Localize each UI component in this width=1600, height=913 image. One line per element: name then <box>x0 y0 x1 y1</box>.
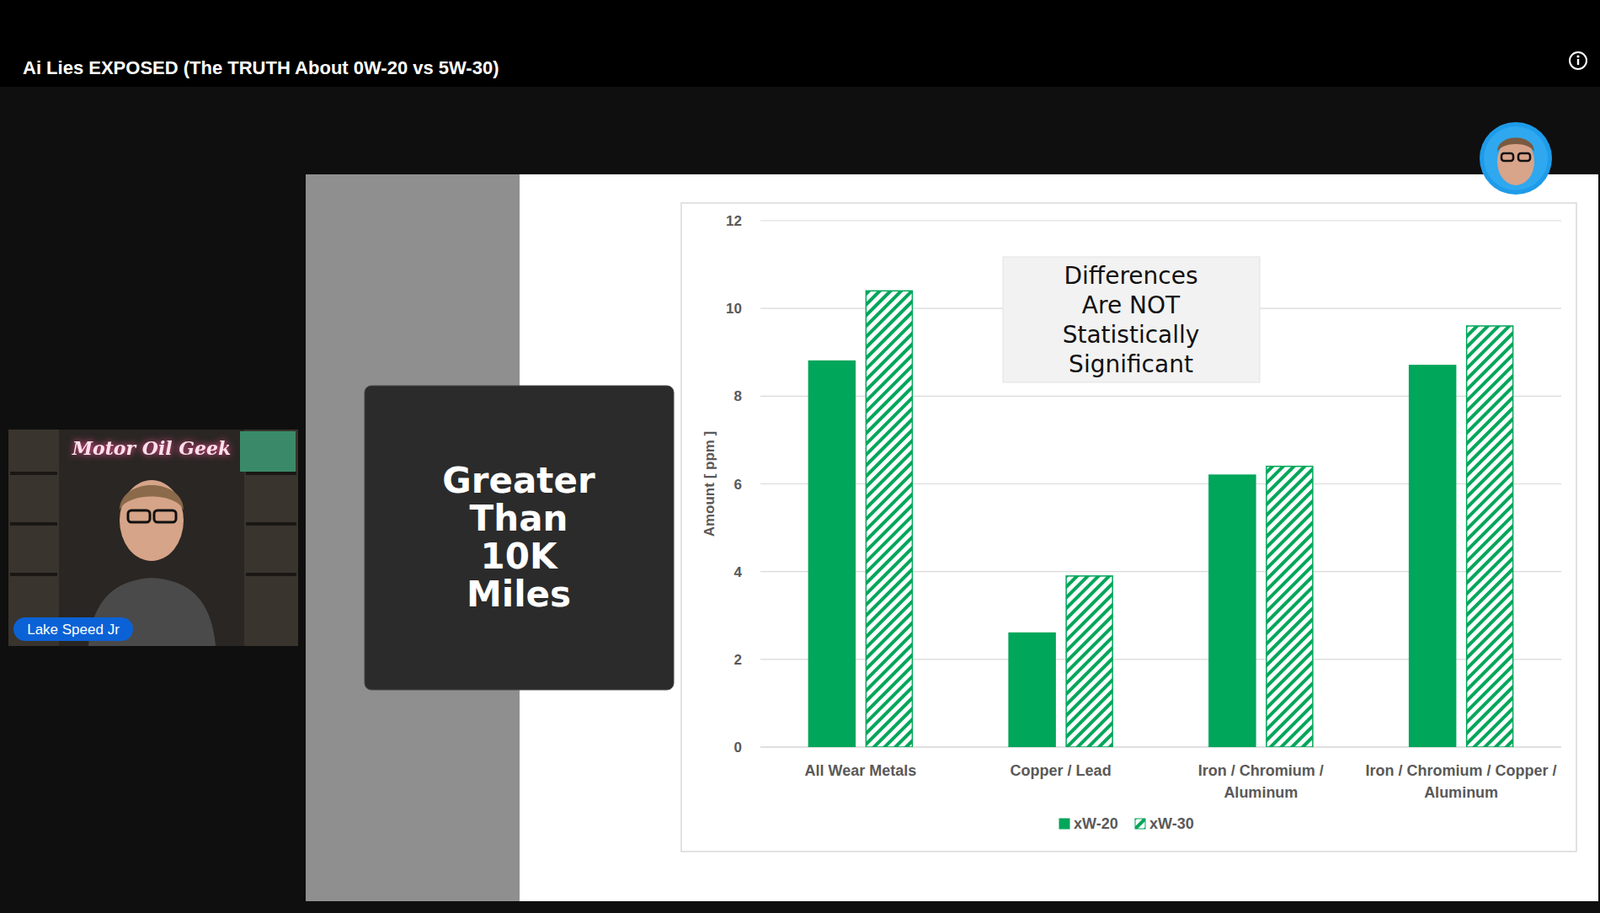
page-root: Ai Lies EXPOSED (The TRUTH About 0W-20 v… <box>0 0 1600 913</box>
person-head <box>119 480 184 561</box>
avatar-face <box>1497 138 1535 186</box>
x-tick-line: Aluminum <box>1223 784 1298 801</box>
avatar-bg <box>1483 126 1548 191</box>
legend-label: xW-30 <box>1149 815 1195 832</box>
slide-caption: GreaterThan10KMiles <box>442 459 596 615</box>
x-tick-line: Iron / Chromium / Copper / <box>1365 762 1558 779</box>
y-tick-label: 8 <box>734 388 742 405</box>
poster <box>240 431 296 472</box>
webcam-bg <box>8 429 299 646</box>
annotation-box <box>1002 256 1260 383</box>
glasses <box>128 510 150 523</box>
legend-label: xW-20 <box>1073 815 1119 832</box>
annotation: DifferencesAre NOTStatisticallySignifica… <box>1062 261 1200 379</box>
y-tick-label: 2 <box>734 651 742 668</box>
x-tick-label: Copper / Lead <box>1010 762 1112 779</box>
video-title: Ai Lies EXPOSED (The TRUTH About 0W-20 v… <box>22 57 500 79</box>
x-tick-label: Iron / Chromium / Copper / Aluminum <box>1365 762 1558 801</box>
annotation-line: Statistically <box>1062 320 1200 349</box>
slide-body <box>519 174 1599 902</box>
bars <box>808 290 1513 747</box>
legend: xW-20 xW-30 <box>1059 815 1195 832</box>
webcam: Motor Oil Geek Lake Speed Jr <box>8 429 299 646</box>
avatar-glasses <box>1501 153 1514 161</box>
glasses <box>154 510 176 523</box>
x-tick-label: Iron / Chromium / Aluminum <box>1198 762 1324 801</box>
caption-line: 10K <box>480 535 559 577</box>
x-tick-line: Copper / Lead <box>1010 762 1112 779</box>
bar <box>808 361 855 747</box>
top-bar <box>0 0 1600 87</box>
legend-swatch <box>1135 818 1146 829</box>
avatar-ring <box>1479 122 1552 195</box>
annotation-line: Differences <box>1064 261 1199 290</box>
caption-line: Greater <box>442 459 596 502</box>
caption-box <box>364 385 674 690</box>
avatar[interactable] <box>1479 122 1552 195</box>
background <box>0 0 1600 913</box>
avatar-glasses <box>1518 153 1531 161</box>
person-hair <box>119 485 184 511</box>
screen: Ai Lies EXPOSED (The TRUTH About 0W-20 v… <box>0 0 1600 913</box>
shelf <box>8 429 59 646</box>
y-tick-label: 12 <box>725 213 742 230</box>
shelf-board <box>10 522 58 526</box>
bar <box>865 290 912 747</box>
info-stem <box>1577 58 1579 65</box>
bar <box>1209 474 1256 747</box>
x-tick-line: Iron / Chromium / <box>1198 762 1324 779</box>
speaker-name: Lake Speed Jr <box>26 621 120 638</box>
info-dot <box>1576 54 1579 58</box>
annotation-line: Significant <box>1068 350 1194 379</box>
caption-line: Than <box>469 497 569 539</box>
y-tick-label: 6 <box>734 476 742 493</box>
avatar-hair <box>1497 138 1535 153</box>
info-ring <box>1569 52 1587 70</box>
bar <box>1466 325 1514 747</box>
x-tick-label: All Wear Metals <box>805 762 918 779</box>
bar <box>1066 576 1113 747</box>
shelf-board <box>245 471 297 475</box>
y-axis-label: Amount [ ppm ] <box>701 431 718 538</box>
bar <box>1008 633 1056 747</box>
shelf-board <box>10 471 58 475</box>
bar <box>1409 365 1456 747</box>
x-tick-line: All Wear Metals <box>805 762 918 779</box>
y-tick-label: 4 <box>734 564 743 581</box>
chart-frame <box>681 202 1577 852</box>
annotation-line: Are NOT <box>1082 291 1181 320</box>
shelf-board <box>245 522 297 526</box>
shelf-board <box>245 572 297 576</box>
y-tick-label: 0 <box>734 739 742 756</box>
caption-line: Miles <box>466 573 571 615</box>
grid-line <box>760 219 1562 221</box>
info-icon[interactable] <box>1569 52 1587 70</box>
bar <box>1266 466 1313 747</box>
legend-swatch <box>1059 818 1070 829</box>
speaker-tag: Lake Speed Jr <box>13 617 134 641</box>
y-tick-label: 10 <box>725 300 742 317</box>
shelf-board <box>10 572 58 576</box>
speaker-pill <box>13 617 134 641</box>
neon-sign: Motor Oil Geek <box>71 437 232 459</box>
x-tick-line: Aluminum <box>1424 784 1499 801</box>
